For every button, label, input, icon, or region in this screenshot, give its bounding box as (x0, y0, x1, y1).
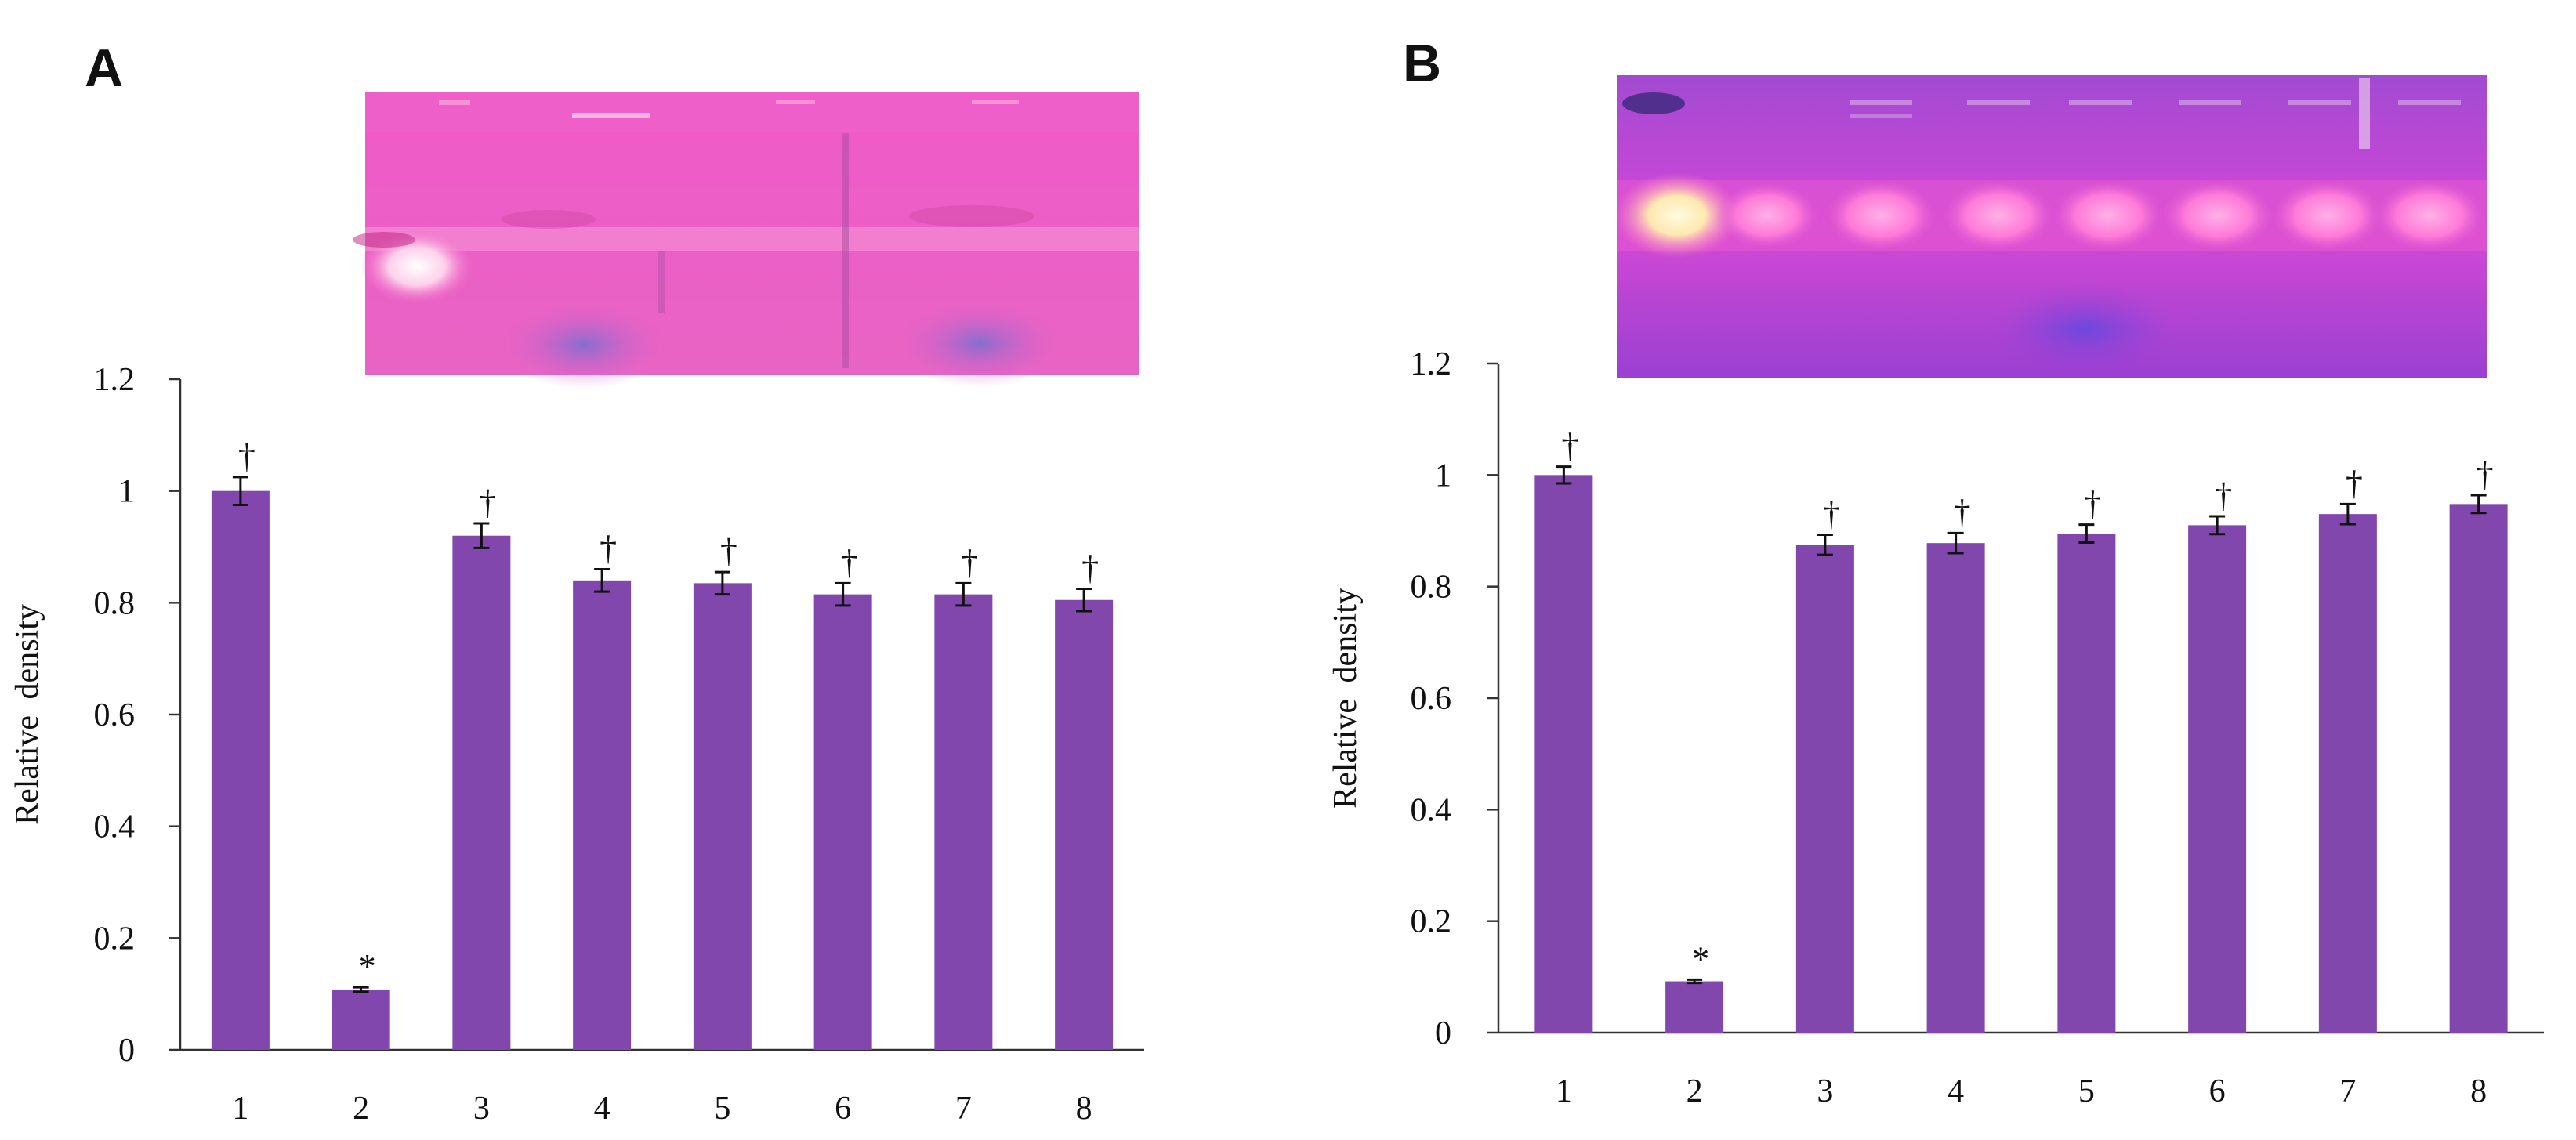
bar-4 (1926, 543, 1985, 1033)
x-tick-label: 2 (1687, 1073, 1703, 1109)
y-tick-label: 0 (118, 1033, 135, 1069)
y-tick-label: 0.6 (1411, 681, 1452, 717)
y-tick-label: 1 (118, 474, 135, 510)
significance-mark-7: † (961, 543, 978, 581)
significance-mark-3: † (1823, 494, 1840, 533)
bar-chart-b: 0 0.2 0.4 0.6 0.8 1 1.2 Relative density † 1 * 2 † 3 †… (1328, 346, 2544, 1109)
bar-7 (2318, 514, 2377, 1033)
error-bar-5 (2078, 523, 2095, 544)
significance-mark-2: * (359, 947, 376, 986)
error-bar-1 (1556, 465, 1572, 485)
bar-8 (2449, 504, 2508, 1033)
bar-3 (452, 535, 511, 1050)
x-tick-label: 4 (594, 1091, 610, 1127)
error-bar-3 (473, 522, 490, 549)
y-tick-label: 0 (1435, 1015, 1451, 1051)
error-bar-2 (353, 986, 369, 993)
error-bar-7 (955, 581, 972, 607)
significance-mark-4: † (600, 530, 617, 568)
significance-mark-1: † (238, 437, 255, 476)
x-tick-label: 1 (232, 1091, 248, 1127)
significance-mark-8: † (1081, 549, 1099, 588)
y-tick-label: 1.2 (1411, 346, 1452, 382)
error-bar-5 (714, 570, 730, 596)
x-tick-label: 8 (1076, 1091, 1092, 1127)
bar-6 (813, 594, 872, 1050)
error-bar-4 (594, 568, 610, 593)
x-tick-label: 6 (835, 1091, 851, 1127)
x-tick-label: 5 (2078, 1073, 2095, 1109)
error-bar-7 (2339, 502, 2356, 526)
y-tick-label: 1.2 (94, 362, 136, 398)
y-tick-label: 0.2 (94, 921, 136, 957)
bar-1 (211, 490, 270, 1050)
x-tick-label: 4 (1947, 1073, 1964, 1109)
x-tick-label: 2 (353, 1091, 369, 1127)
x-tick-label: 7 (955, 1091, 972, 1127)
y-axis-label: Relative density (1328, 588, 1364, 809)
bar-4 (573, 580, 632, 1050)
error-bar-4 (1947, 531, 1964, 555)
bar-2 (1665, 981, 1724, 1033)
bar-chart-a: 0 0.2 0.4 0.6 0.8 1 1.2 Relative density † 1 * 2 † 3 †… (9, 362, 1144, 1127)
significance-mark-1: † (1561, 427, 1578, 465)
significance-mark-5: † (2084, 485, 2101, 523)
bar-5 (693, 583, 752, 1050)
y-tick-label: 0.8 (1411, 570, 1452, 606)
significance-mark-6: † (841, 543, 858, 581)
error-bar-3 (1817, 533, 1833, 556)
y-tick-label: 0.8 (94, 585, 136, 621)
x-tick-label: 1 (1556, 1073, 1572, 1109)
error-bar-1 (232, 476, 248, 506)
bar-6 (2188, 525, 2247, 1033)
significance-mark-6: † (2215, 476, 2232, 515)
x-tick-label: 7 (2339, 1073, 2356, 1109)
x-tick-label: 8 (2470, 1073, 2487, 1109)
error-bar-6 (835, 581, 851, 607)
y-tick-label: 0.4 (1411, 792, 1452, 828)
x-tick-label: 5 (714, 1091, 730, 1127)
bar-1 (1534, 475, 1593, 1033)
significance-mark-5: † (720, 532, 737, 570)
gel-image-b (1614, 75, 2487, 378)
significance-mark-3: † (479, 483, 496, 522)
y-tick-label: 0.6 (94, 697, 136, 733)
bar-8 (1055, 599, 1114, 1050)
significance-mark-7: † (2346, 464, 2363, 502)
y-tick-label: 0.4 (94, 809, 136, 845)
gel-image-a (353, 92, 1139, 389)
bar-3 (1795, 545, 1854, 1033)
y-tick-label: 0.2 (1411, 904, 1452, 940)
panel-label-b: B (1403, 34, 1441, 93)
error-bar-6 (2209, 515, 2226, 536)
bar-5 (2057, 534, 2116, 1033)
x-tick-label: 6 (2209, 1073, 2226, 1109)
error-bar-8 (1076, 588, 1092, 613)
bar-7 (934, 594, 993, 1050)
x-tick-label: 3 (473, 1091, 490, 1127)
y-tick-label: 1 (1435, 458, 1451, 494)
y-axis-label: Relative density (9, 604, 45, 825)
significance-mark-4: † (1954, 493, 1971, 531)
bar-2 (332, 989, 390, 1050)
significance-mark-2: * (1692, 939, 1709, 978)
error-bar-8 (2470, 494, 2487, 515)
error-bar-2 (1687, 978, 1703, 985)
significance-mark-8: † (2476, 455, 2494, 494)
x-tick-label: 3 (1817, 1073, 1833, 1109)
panel-label-a: A (85, 38, 123, 98)
